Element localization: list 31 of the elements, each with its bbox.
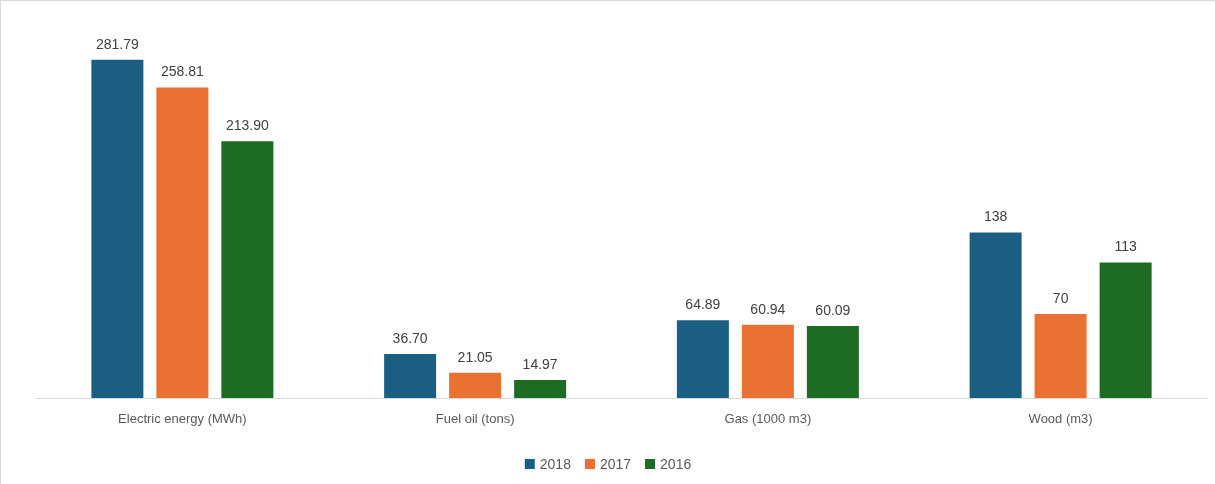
bar <box>969 232 1022 398</box>
bar <box>221 141 274 398</box>
bar <box>449 372 502 398</box>
data-label: 70 <box>1052 290 1069 306</box>
bar <box>806 325 859 398</box>
x-tick-label: Fuel oil (tons) <box>435 411 515 426</box>
bar <box>384 353 437 398</box>
data-label: 213.90 <box>225 117 269 134</box>
data-label: 36.70 <box>392 329 428 346</box>
data-label: 258.81 <box>160 63 204 80</box>
data-label: 14.97 <box>522 356 558 373</box>
bar <box>676 320 729 398</box>
bar <box>741 324 794 398</box>
bar <box>1034 314 1087 398</box>
x-tick-label: Electric energy (MWh) <box>118 411 247 426</box>
data-label: 64.89 <box>685 296 721 313</box>
bar <box>91 59 144 398</box>
data-label: 60.09 <box>815 301 851 318</box>
bar <box>1099 262 1152 398</box>
x-tick-label: Wood (m3) <box>1028 411 1093 426</box>
data-label: 21.05 <box>457 348 493 365</box>
data-label: 281.79 <box>95 35 139 52</box>
legend-label: 2018 <box>539 456 572 472</box>
legend-label: 2017 <box>599 456 632 472</box>
data-label: 60.94 <box>750 300 786 317</box>
bar <box>514 380 567 398</box>
bar <box>156 87 209 398</box>
x-tick-label: Gas (1000 m3) <box>724 411 812 426</box>
data-label: 113 <box>1114 238 1137 255</box>
data-label: 138 <box>983 208 1008 225</box>
legend-label: 2016 <box>660 456 692 472</box>
